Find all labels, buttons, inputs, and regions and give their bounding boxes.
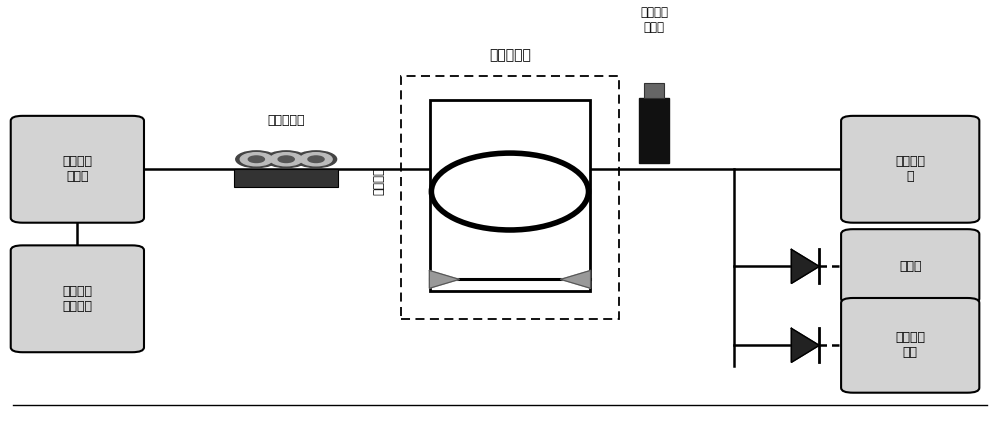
Circle shape (240, 153, 272, 166)
Circle shape (300, 153, 332, 166)
FancyBboxPatch shape (841, 229, 979, 304)
Text: 示波器: 示波器 (899, 260, 921, 273)
Circle shape (248, 156, 264, 162)
Text: 锥形光纤: 锥形光纤 (372, 168, 385, 195)
FancyBboxPatch shape (841, 116, 979, 222)
Polygon shape (561, 270, 590, 288)
FancyBboxPatch shape (644, 83, 664, 99)
Text: 可调谐光
衰减器: 可调谐光 衰减器 (640, 6, 668, 35)
FancyBboxPatch shape (430, 101, 590, 291)
Text: 微环谐振腔: 微环谐振腔 (489, 48, 531, 62)
Ellipse shape (431, 153, 589, 230)
Text: 掺铒光纤
放大器: 掺铒光纤 放大器 (62, 155, 92, 183)
FancyBboxPatch shape (234, 169, 338, 187)
Text: 电信号分
析仪: 电信号分 析仪 (895, 331, 925, 360)
Text: 光谱分析
仪: 光谱分析 仪 (895, 155, 925, 183)
Circle shape (308, 156, 324, 162)
Text: 外腔半导
体激光器: 外腔半导 体激光器 (62, 285, 92, 313)
Circle shape (236, 151, 277, 168)
Polygon shape (791, 250, 819, 283)
Circle shape (295, 151, 337, 168)
FancyBboxPatch shape (11, 245, 144, 352)
Circle shape (278, 156, 294, 162)
FancyBboxPatch shape (841, 298, 979, 393)
FancyBboxPatch shape (639, 99, 669, 163)
Text: 偏振控制器: 偏振控制器 (267, 114, 305, 127)
FancyBboxPatch shape (401, 76, 619, 319)
Polygon shape (429, 270, 459, 288)
Polygon shape (791, 328, 819, 363)
Circle shape (266, 151, 307, 168)
Circle shape (270, 153, 302, 166)
FancyBboxPatch shape (11, 116, 144, 222)
